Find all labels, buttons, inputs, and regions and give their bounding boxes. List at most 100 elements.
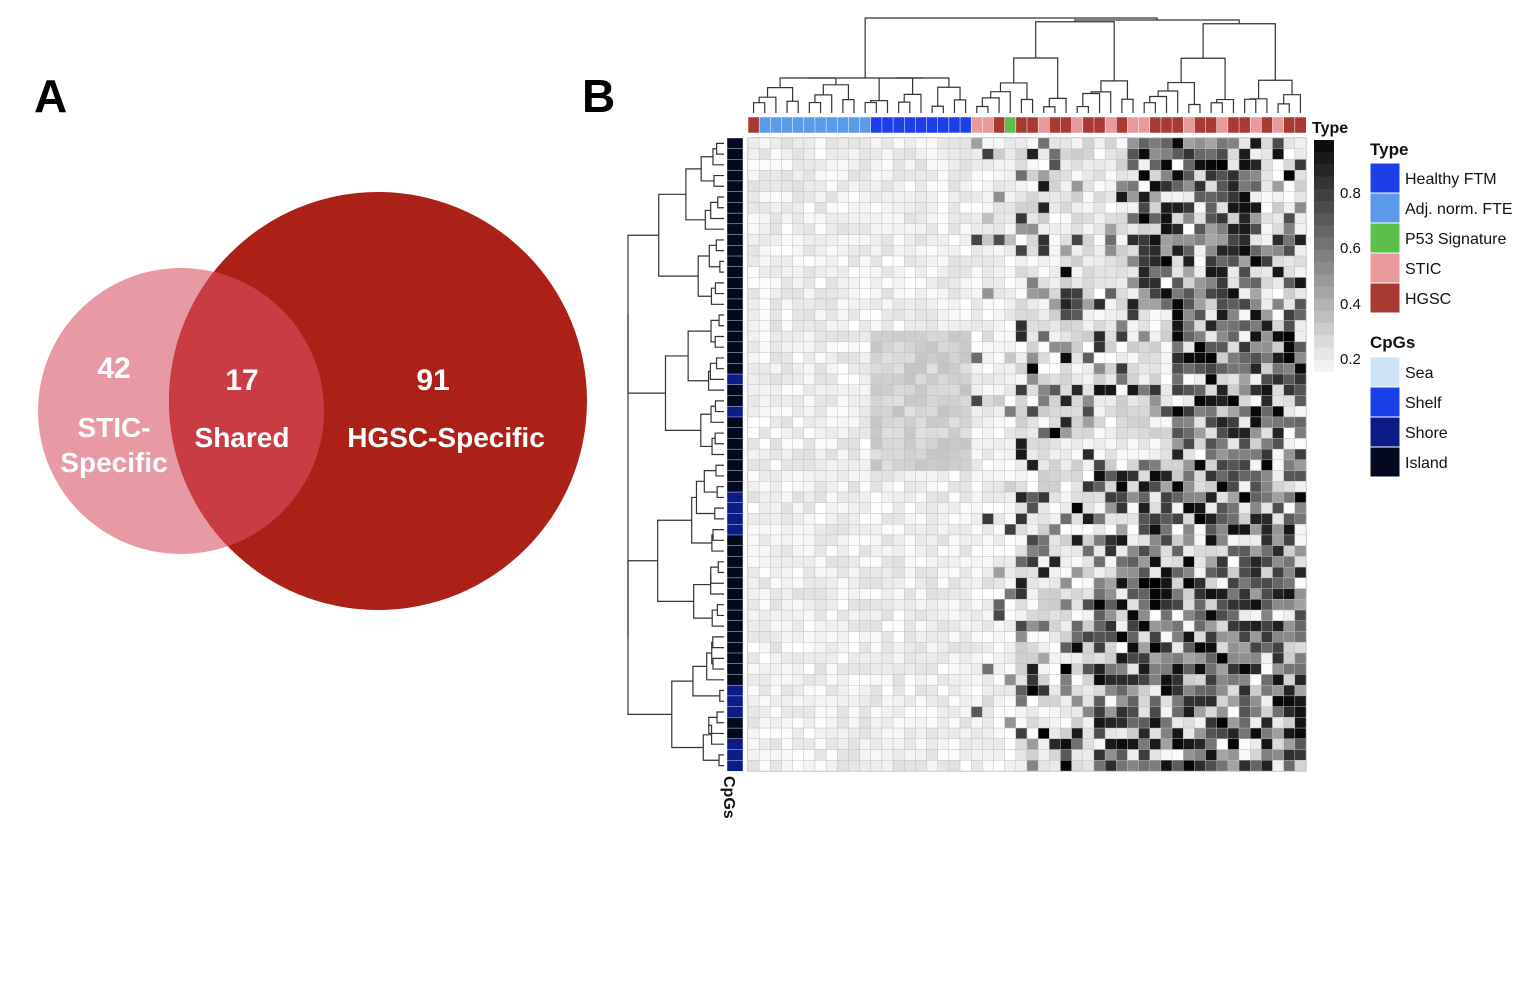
heatmap-cell xyxy=(993,760,1005,772)
heatmap-cell xyxy=(1015,663,1028,675)
heatmap-cell xyxy=(781,577,793,589)
heatmap-cell xyxy=(926,556,938,568)
legend-type-item: Adj. norm. FTE xyxy=(1405,201,1513,218)
heatmap-cell xyxy=(993,169,1005,182)
heatmap-cell xyxy=(1004,448,1017,461)
heatmap-cell xyxy=(747,309,760,321)
heatmap-cell xyxy=(1004,352,1017,364)
heatmap-cell xyxy=(1272,674,1284,686)
heatmap-cell xyxy=(904,566,916,579)
heatmap-cell xyxy=(1093,234,1106,246)
heatmap-cell xyxy=(1183,395,1195,407)
heatmap-cell xyxy=(870,609,883,621)
heatmap-cell xyxy=(982,556,994,568)
heatmap-cell xyxy=(1049,245,1061,257)
heatmap-cell xyxy=(1261,706,1273,718)
heatmap-cell xyxy=(1104,545,1117,557)
heatmap-cell xyxy=(1249,352,1262,364)
heatmap-cell xyxy=(1249,609,1262,621)
heatmap-cell xyxy=(1149,577,1162,589)
heatmap-cell xyxy=(792,738,805,750)
heatmap-cell xyxy=(848,738,860,750)
heatmap-cell xyxy=(1138,717,1150,729)
heatmap-cell xyxy=(1294,245,1307,257)
dendrogram-branch xyxy=(976,105,989,113)
heatmap-cell xyxy=(1272,631,1284,643)
heatmap-cell xyxy=(1037,137,1050,149)
heatmap-cell xyxy=(915,545,927,557)
heatmap-cell xyxy=(770,191,782,203)
heatmap-cell xyxy=(1015,642,1028,654)
heatmap-cell xyxy=(959,642,972,654)
heatmap-cell xyxy=(1171,223,1184,235)
heatmap-cell xyxy=(993,513,1005,525)
heatmap-cell xyxy=(982,631,994,643)
heatmap-cell xyxy=(1116,642,1128,654)
heatmap-cell xyxy=(1116,352,1128,364)
heatmap-cell xyxy=(837,534,849,546)
heatmap-cell xyxy=(1160,481,1173,493)
dendrogram-branch xyxy=(1143,102,1156,113)
heatmap-cell xyxy=(792,341,805,353)
heatmap-cell xyxy=(1205,384,1217,396)
heatmap-cell xyxy=(1116,566,1128,579)
heatmap-cell xyxy=(792,642,805,654)
heatmap-cell xyxy=(1138,330,1150,343)
row-annotation-label: CpGs xyxy=(720,776,737,819)
heatmap-cell xyxy=(1071,137,1084,149)
heatmap-cell xyxy=(1272,620,1284,632)
heatmap-cell xyxy=(1194,438,1206,450)
heatmap-cell xyxy=(1049,169,1061,182)
heatmap-cell xyxy=(837,620,849,632)
column-annotation-cell xyxy=(1205,116,1218,134)
heatmap-cell xyxy=(1127,191,1139,203)
heatmap-cell xyxy=(926,717,938,729)
heatmap-cell xyxy=(1238,288,1251,300)
heatmap-cell xyxy=(1026,588,1039,600)
heatmap-cell xyxy=(1261,159,1273,171)
heatmap-cell xyxy=(1082,288,1095,300)
heatmap-cell xyxy=(1138,148,1150,160)
heatmap-cell xyxy=(803,330,816,343)
heatmap-cell xyxy=(1026,309,1039,321)
dendrogram-branch xyxy=(895,77,950,88)
heatmap-cell xyxy=(1149,706,1162,718)
heatmap-cell xyxy=(1183,180,1195,192)
heatmap-cell xyxy=(1004,663,1017,675)
heatmap-cell xyxy=(1216,212,1229,225)
heatmap-cell xyxy=(1249,223,1262,235)
dendrogram-branch xyxy=(864,17,1158,78)
heatmap-cell xyxy=(915,309,927,321)
heatmap-cell xyxy=(1283,502,1296,514)
heatmap-cell xyxy=(770,738,782,750)
heatmap-cell xyxy=(1082,320,1095,332)
heatmap-cell xyxy=(814,513,827,525)
heatmap-cell xyxy=(848,459,860,471)
heatmap-cell xyxy=(892,395,905,407)
heatmap-cell xyxy=(926,137,938,149)
heatmap-cell xyxy=(1216,706,1229,718)
heatmap-cell xyxy=(792,481,805,493)
column-annotation-cell xyxy=(1194,116,1207,134)
heatmap-cell xyxy=(993,223,1005,235)
dendrogram-branch xyxy=(864,101,877,113)
heatmap-cell xyxy=(1037,191,1050,203)
heatmap-cell xyxy=(915,684,927,697)
heatmap-cell xyxy=(825,738,838,750)
heatmap-cell xyxy=(1283,749,1296,761)
heatmap-cell xyxy=(1171,448,1184,461)
heatmap-cell xyxy=(1216,577,1229,589)
heatmap-cell xyxy=(1004,534,1017,546)
heatmap-cell xyxy=(1049,652,1061,664)
heatmap-cell xyxy=(1194,191,1206,203)
heatmap-cell xyxy=(1171,459,1184,471)
heatmap-cell xyxy=(1149,470,1162,482)
heatmap-cell xyxy=(1138,566,1150,579)
heatmap-cell xyxy=(792,502,805,514)
heatmap-cell xyxy=(1149,427,1162,439)
heatmap-cell xyxy=(803,341,816,353)
legend-swatch xyxy=(1369,222,1401,254)
heatmap-cell xyxy=(1060,438,1072,450)
heatmap-cell xyxy=(1004,341,1017,353)
heatmap-cell xyxy=(892,727,905,740)
